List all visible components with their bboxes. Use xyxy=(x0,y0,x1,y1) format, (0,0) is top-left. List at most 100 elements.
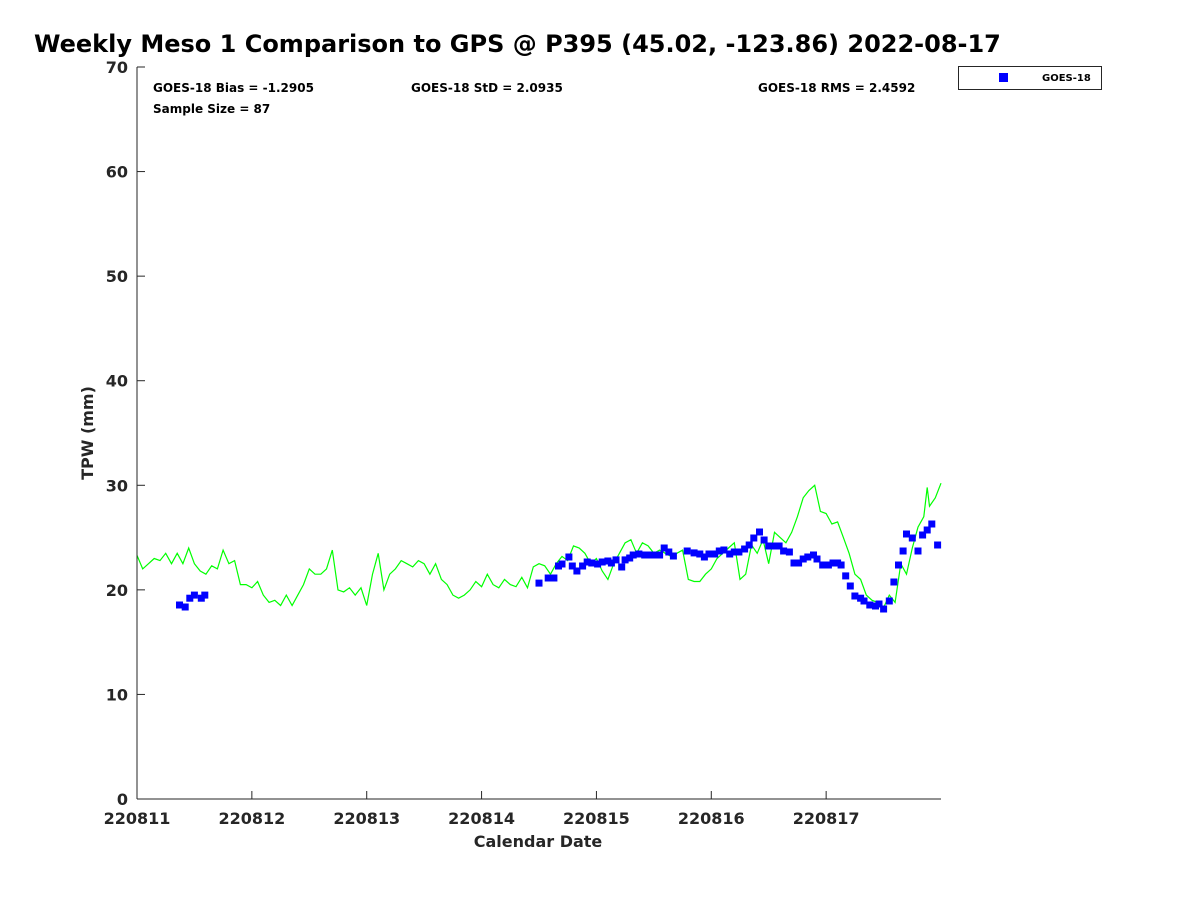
goes18-point xyxy=(846,582,854,590)
goes18-point xyxy=(860,597,868,605)
goes18-point xyxy=(799,555,807,563)
x-tick-label: 220817 xyxy=(793,809,860,828)
goes18-point xyxy=(618,563,626,571)
goes18-point xyxy=(568,562,576,570)
goes18-point xyxy=(899,547,907,555)
y-tick-label: 10 xyxy=(106,685,128,704)
goes18-point xyxy=(720,546,728,554)
x-tick-label: 220814 xyxy=(448,809,515,828)
legend: GOES-18 xyxy=(958,66,1102,90)
y-tick-label: 40 xyxy=(106,372,128,391)
goes18-point xyxy=(598,558,606,566)
goes18-point xyxy=(588,559,596,567)
y-tick-label: 70 xyxy=(106,58,128,77)
goes18-point xyxy=(726,550,734,558)
y-tick-label: 30 xyxy=(106,476,128,495)
x-tick-label: 220812 xyxy=(218,809,285,828)
goes18-point xyxy=(550,574,558,582)
goes18-point xyxy=(735,548,743,556)
goes18-point xyxy=(535,579,543,587)
goes18-point xyxy=(914,547,922,555)
goes18-point xyxy=(558,560,566,568)
goes18-point xyxy=(903,530,910,538)
goes18-point xyxy=(745,541,753,549)
goes18-point xyxy=(780,547,788,555)
y-axis-label: TPW (mm) xyxy=(78,386,97,480)
goes18-point xyxy=(656,551,664,559)
goes18-point xyxy=(760,536,768,544)
goes18-point xyxy=(890,578,898,586)
goes18-point xyxy=(765,542,773,550)
goes18-point xyxy=(741,545,749,553)
goes18-point xyxy=(583,558,591,566)
goes18-point xyxy=(885,597,893,605)
goes18-point xyxy=(928,520,936,528)
goes18-point xyxy=(842,572,850,580)
goes18-point xyxy=(895,561,902,569)
y-tick-label: 0 xyxy=(117,790,128,809)
goes18-point xyxy=(641,551,649,559)
goes18-point xyxy=(880,605,888,613)
goes18-point xyxy=(565,553,573,561)
y-tick-label: 50 xyxy=(106,267,128,286)
std-stat: GOES-18 StD = 2.0935 xyxy=(411,81,563,95)
goes18-point xyxy=(819,561,827,569)
x-axis-label: Calendar Date xyxy=(474,832,603,851)
goes18-point xyxy=(669,552,677,560)
goes18-point xyxy=(705,550,713,558)
goes18-point xyxy=(771,542,778,550)
goes18-point xyxy=(790,559,798,567)
chart-title: Weekly Meso 1 Comparison to GPS @ P395 (… xyxy=(34,30,1001,58)
rms-stat: GOES-18 RMS = 2.4592 xyxy=(758,81,915,95)
goes18-point xyxy=(665,548,673,556)
goes18-point xyxy=(696,550,704,558)
legend-box xyxy=(958,66,1102,90)
goes18-point xyxy=(645,551,653,559)
goes18-point xyxy=(750,534,758,542)
goes18-point xyxy=(824,561,832,569)
y-tick-label: 60 xyxy=(106,163,128,182)
x-tick-label: 220811 xyxy=(104,809,171,828)
goes18-point xyxy=(756,528,763,536)
goes18-point xyxy=(934,541,942,549)
sample-size-stat: Sample Size = 87 xyxy=(153,102,270,116)
goes18-point xyxy=(690,549,698,557)
x-tick-label: 220815 xyxy=(563,809,630,828)
goes18-point xyxy=(775,542,783,550)
goes18-point xyxy=(635,550,643,558)
goes18-point xyxy=(629,551,637,559)
goes18-point xyxy=(176,601,183,609)
goes18-point xyxy=(190,591,198,599)
legend-marker-goes18 xyxy=(999,73,1008,82)
goes18-point xyxy=(837,561,845,569)
goes18-point xyxy=(875,600,883,608)
goes18-point xyxy=(700,553,708,561)
goes18-point xyxy=(730,548,738,556)
goes18-point xyxy=(829,559,837,567)
goes18-point xyxy=(810,551,817,559)
x-tick-label: 220816 xyxy=(678,809,745,828)
legend-label-goes18: GOES-18 xyxy=(1042,73,1091,84)
goes18-point xyxy=(813,555,821,563)
goes18-point xyxy=(544,574,552,582)
goes18-point xyxy=(201,591,209,599)
goes18-point xyxy=(612,556,620,564)
goes18-point xyxy=(594,560,602,568)
goes18-point xyxy=(579,562,587,570)
goes18-point xyxy=(573,567,581,575)
goes18-point xyxy=(851,592,859,600)
goes18-point xyxy=(621,556,629,564)
goes18-point xyxy=(181,603,189,611)
goes18-point xyxy=(804,553,812,561)
gps-line xyxy=(136,482,942,609)
goes18-point xyxy=(186,594,194,602)
goes18-point xyxy=(715,547,723,555)
goes18-point xyxy=(923,526,931,534)
goes18-point xyxy=(908,534,916,542)
goes18-point xyxy=(711,550,719,558)
goes18-point xyxy=(919,531,927,539)
goes18-point xyxy=(795,559,803,567)
goes18-point xyxy=(683,547,691,555)
goes18-point xyxy=(650,551,658,559)
